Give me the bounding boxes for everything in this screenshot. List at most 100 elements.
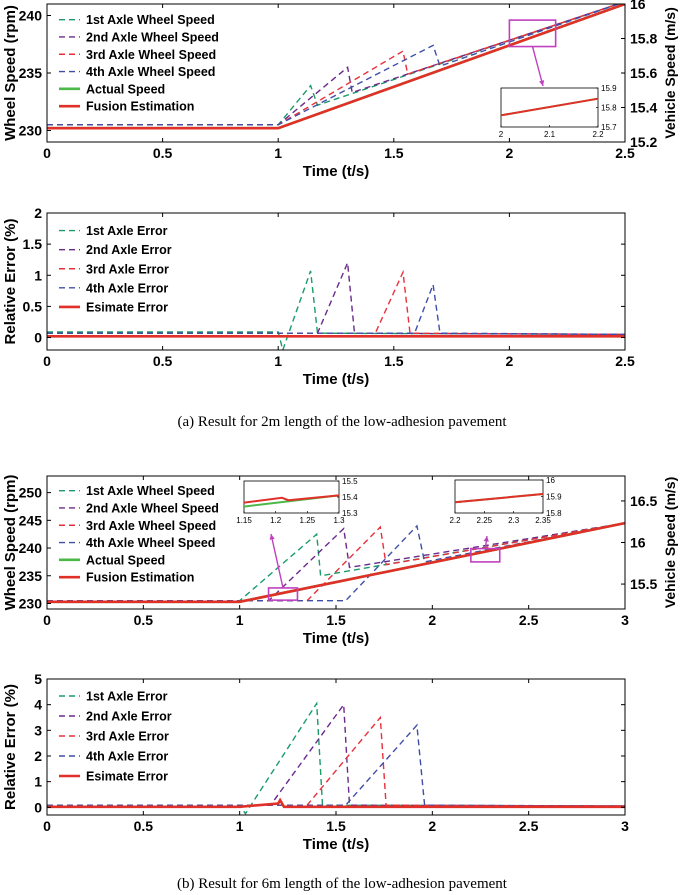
x-tick-label: 1 (274, 353, 282, 369)
legend-label: 2nd Axle Error (86, 710, 172, 724)
y-tick-label: 235 (19, 65, 43, 81)
x-tick-label: 0 (43, 818, 51, 834)
zoom-inset: 2 2.1 2.215.7 15.8 15.9 (499, 19, 617, 139)
legend-label: Actual Speed (86, 553, 165, 567)
legend-label: Fusion Estimation (86, 100, 194, 114)
series-line-4 (47, 723, 625, 807)
y-tick-label: 4 (34, 697, 42, 713)
legend-label: 1st Axle Wheel Speed (86, 13, 215, 27)
y-tick-label: 1 (34, 267, 42, 283)
legend-label: 3rd Axle Wheel Speed (86, 519, 216, 533)
series-line-5 (47, 797, 625, 809)
legend: 1st Axle Error 2nd Axle Error 3rd Axle Err… (54, 684, 192, 788)
x-axis-label: Time (t/s) (303, 836, 369, 853)
inset-series-line (500, 97, 599, 117)
series-line-3 (47, 269, 625, 336)
y2-axis-label: Vehicle Speed (m/s) (662, 477, 678, 609)
inset-x-tick-label: 1.2 (270, 516, 282, 525)
y2-tick-label: 15.4 (630, 100, 657, 116)
inset-x-tick-label: 2.2 (449, 516, 461, 525)
legend-label: 4th Axle Error (86, 281, 168, 295)
inset-y-tick-label: 15.9 (546, 493, 562, 502)
x-axis-label: Time (t/s) (303, 630, 369, 647)
x-tick-label: 0.5 (153, 353, 173, 369)
x-tick-label: 2 (428, 818, 436, 834)
y-tick-label: 1 (34, 774, 42, 790)
caption-b: (b) Result for 6m length of the low-adhe… (177, 876, 508, 892)
x-tick-label: 2 (428, 612, 436, 628)
x-tick-label: 1 (236, 818, 244, 834)
inset-y-tick-label: 16 (546, 476, 555, 485)
legend: 1st Axle Wheel Speed 2nd Axle Wheel Speed… (54, 480, 226, 588)
chart-b-relative-error: 0 0.5 1 1.5 2 2.5 3 0 1 2 3 4 5 Time (t/s) Relative Er… (2, 671, 629, 853)
y-tick-label: 3 (34, 722, 42, 738)
y-tick-label: 250 (19, 485, 43, 501)
y-tick-label: 240 (19, 8, 43, 24)
y-tick-label: 0 (34, 799, 42, 815)
zoom-inset: 1.15 1.2 1.25 1.315.3 15.4 15.5 (236, 477, 358, 601)
y2-axis-label: Vehicle Speed (m/s) (662, 7, 678, 139)
x-tick-label: 2.5 (519, 612, 539, 628)
y2-tick-label: 15.6 (630, 65, 657, 81)
y2-tick-label: 15.8 (630, 31, 657, 47)
caption-a: (a) Result for 2m length of the low-adhe… (177, 414, 507, 430)
y-axis-label: Relative Error (%) (2, 684, 19, 810)
inset-x-tick-label: 1.15 (236, 516, 252, 525)
legend-label: Esimate Error (86, 300, 168, 314)
inset-y-tick-label: 15.5 (342, 477, 358, 486)
legend-label: 3rd Axle Error (86, 262, 169, 276)
legend-label: 1st Axle Wheel Speed (86, 484, 215, 498)
x-tick-label: 3 (621, 612, 629, 628)
legend-box (54, 219, 192, 319)
inset-y-tick-label: 15.7 (601, 123, 617, 132)
x-axis-label: Time (t/s) (303, 163, 369, 180)
inset-x-tick-label: 1.3 (333, 516, 345, 525)
legend: 1st Axle Error 2nd Axle Error 3rd Axle Err… (54, 219, 192, 319)
legend-box (54, 9, 226, 117)
y-tick-label: 245 (19, 512, 43, 528)
x-tick-label: 1 (274, 145, 282, 161)
series-line-1 (47, 522, 625, 602)
inset-x-tick-label: 2.35 (535, 516, 551, 525)
legend-label: 2nd Axle Wheel Speed (86, 30, 219, 44)
zoom-arrowhead (269, 534, 275, 540)
axes-frame (46, 212, 626, 351)
y-tick-label: 230 (19, 123, 43, 139)
inset-frame (454, 479, 544, 514)
y2-tick-label: 15.5 (630, 576, 657, 592)
y-axis-label: Wheel Speed (rpm) (2, 5, 19, 141)
inset-x-tick-label: 2.2 (592, 130, 604, 139)
legend-label: Fusion Estimation (86, 571, 194, 585)
x-tick-label: 3 (621, 818, 629, 834)
x-tick-label: 1.5 (384, 145, 404, 161)
x-tick-label: 2.5 (519, 818, 539, 834)
legend-label: 2nd Axle Error (86, 243, 172, 257)
series-line-4 (47, 284, 625, 336)
x-tick-label: 0.5 (134, 612, 154, 628)
x-tick-label: 0.5 (153, 145, 173, 161)
y-tick-label: 0.5 (23, 298, 43, 314)
y2-tick-label: 16 (630, 535, 646, 551)
series-line-4 (47, 4, 621, 126)
series-group (47, 262, 625, 350)
y-tick-label: 0 (34, 330, 42, 346)
series-group (47, 701, 625, 815)
y-tick-label: 2 (34, 748, 42, 764)
x-tick-label: 2.5 (615, 353, 635, 369)
inset-y-tick-label: 15.8 (546, 509, 562, 518)
legend-label: 4th Axle Error (86, 750, 168, 764)
inset-x-tick-label: 2.3 (508, 516, 520, 525)
zoom-region-box (267, 587, 299, 601)
y2-tick-label: 16.5 (630, 493, 657, 509)
x-tick-label: 0 (43, 145, 51, 161)
x-tick-label: 0 (43, 353, 51, 369)
legend-label: 4th Axle Wheel Speed (86, 65, 215, 79)
y-axis-label: Relative Error (%) (2, 219, 19, 345)
legend-label: 1st Axle Error (86, 690, 168, 704)
zoom-arrow (531, 46, 544, 87)
x-axis-label: Time (t/s) (303, 371, 369, 388)
y-tick-label: 2 (34, 205, 42, 221)
y2-tick-label: 15.2 (630, 134, 657, 150)
x-tick-label: 1.5 (326, 818, 346, 834)
